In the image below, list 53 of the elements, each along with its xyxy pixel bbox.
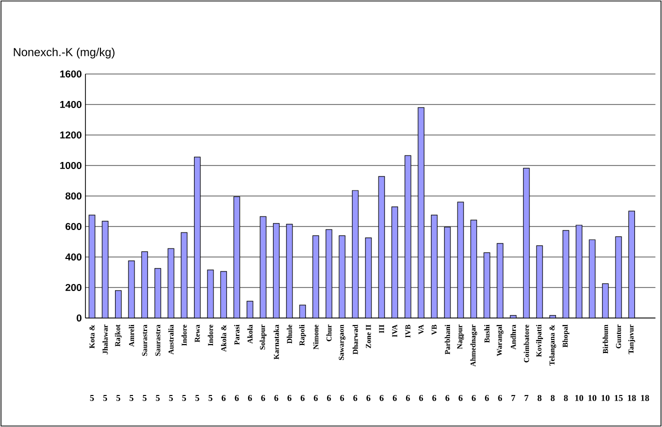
y-tick-label: 200 xyxy=(66,284,82,292)
text: 5 xyxy=(116,394,120,401)
text: 7 xyxy=(511,395,516,401)
text: 6 xyxy=(406,394,410,402)
text: 6 xyxy=(274,394,278,402)
text: 18 xyxy=(641,394,650,402)
text: 10 xyxy=(602,394,610,402)
y-tick-label: 1400 xyxy=(60,100,82,108)
y-tick-label: 1000 xyxy=(60,162,82,170)
text: 5 xyxy=(208,394,212,401)
y-tick-label: 1600 xyxy=(60,70,82,78)
text: 6 xyxy=(432,394,436,402)
text: 5 xyxy=(156,394,160,401)
text: 6 xyxy=(326,394,331,402)
text: 5 xyxy=(169,394,173,401)
y-axis-title: Nonexch.-K (mg/kg) xyxy=(14,48,114,58)
text: 5 xyxy=(90,394,94,401)
y-tick-label: 400 xyxy=(65,253,82,261)
text: 18 xyxy=(628,394,636,402)
text: 6 xyxy=(340,394,344,402)
text: 6 xyxy=(234,394,239,402)
text: 6 xyxy=(419,394,424,402)
text: 6 xyxy=(380,394,384,402)
text: 15 xyxy=(614,394,623,402)
text: 8 xyxy=(564,394,568,402)
text: 5 xyxy=(103,394,108,401)
text: 6 xyxy=(484,394,489,402)
text: 6 xyxy=(498,394,502,402)
text: 7 xyxy=(524,395,528,401)
y-tick-label: 0 xyxy=(76,314,82,322)
text: 6 xyxy=(445,394,450,402)
text: 8 xyxy=(550,394,555,402)
text: 10 xyxy=(588,394,596,402)
text: 6 xyxy=(248,394,252,402)
text: 6 xyxy=(261,394,266,402)
text: 8 xyxy=(538,394,542,402)
text: 6 xyxy=(314,394,318,402)
text: 6 xyxy=(222,394,226,402)
text: 6 xyxy=(458,394,463,402)
text: 6 xyxy=(353,394,358,402)
text: 5 xyxy=(130,394,134,401)
text: 5 xyxy=(142,394,147,401)
y-tick-label: 800 xyxy=(66,192,82,200)
text: 6 xyxy=(472,394,476,402)
y-tick-label: 600 xyxy=(66,222,82,230)
text: 6 xyxy=(300,394,305,402)
text: 6 xyxy=(288,394,292,402)
y-tick-label: 1200 xyxy=(60,131,82,139)
text: 6 xyxy=(392,394,397,402)
text: 5 xyxy=(195,394,200,401)
text: 6 xyxy=(366,394,370,402)
text: 5 xyxy=(182,394,186,401)
text: 10 xyxy=(575,394,584,402)
